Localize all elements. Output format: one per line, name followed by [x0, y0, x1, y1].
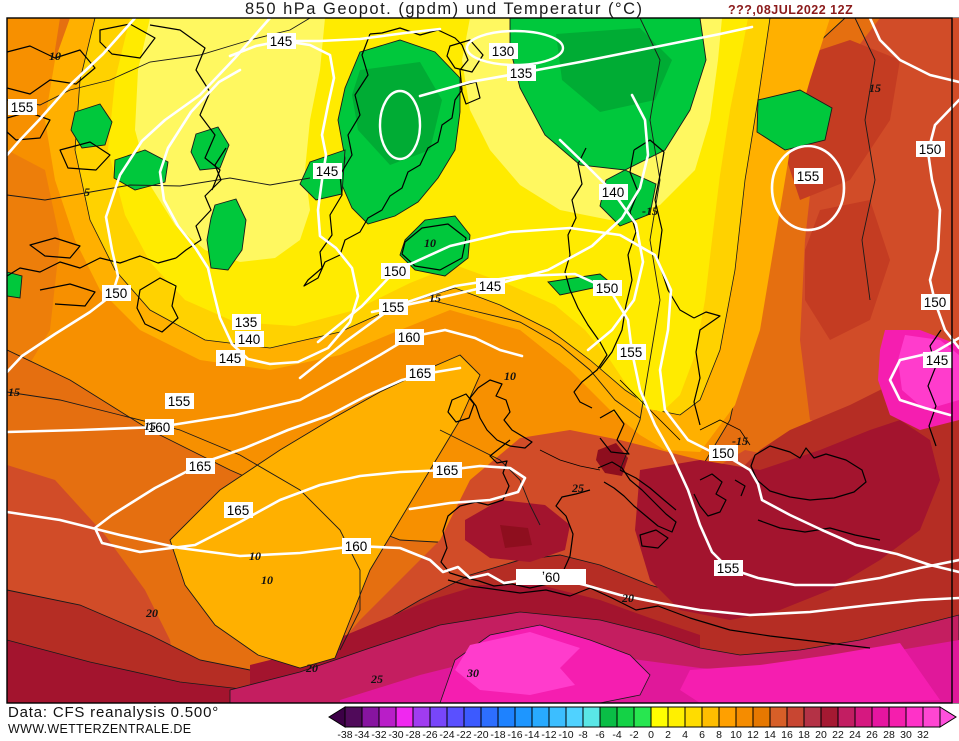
- svg-text:28: 28: [883, 729, 895, 741]
- svg-text:10: 10: [49, 49, 61, 63]
- svg-text:6: 6: [699, 729, 705, 741]
- svg-text:25: 25: [571, 481, 584, 495]
- svg-text:160: 160: [345, 539, 368, 554]
- svg-text:-24: -24: [439, 729, 454, 741]
- svg-text:30: 30: [900, 729, 912, 741]
- svg-text:-12: -12: [541, 729, 556, 741]
- svg-text:4: 4: [682, 729, 688, 741]
- svg-text:-16: -16: [507, 729, 522, 741]
- svg-text:145: 145: [219, 351, 242, 366]
- svg-text:-20: -20: [473, 729, 488, 741]
- svg-text:2: 2: [665, 729, 671, 741]
- svg-text:20: 20: [815, 729, 827, 741]
- svg-text:165: 165: [409, 366, 432, 381]
- svg-text:WWW.WETTERZENTRALE.DE: WWW.WETTERZENTRALE.DE: [8, 722, 191, 736]
- svg-text:22: 22: [832, 729, 844, 741]
- svg-text:-15: -15: [642, 204, 658, 218]
- svg-text:ʼ60: ʼ60: [542, 570, 560, 585]
- svg-text:???,08JUL2022 12Z: ???,08JUL2022 12Z: [728, 3, 853, 17]
- svg-text:145: 145: [270, 34, 293, 49]
- svg-text:150: 150: [105, 286, 128, 301]
- svg-text:850 hPa Geopot. (gpdm) und Tem: 850 hPa Geopot. (gpdm) und Temperatur (°…: [245, 0, 644, 18]
- svg-text:-14: -14: [524, 729, 539, 741]
- svg-text:155: 155: [382, 300, 405, 315]
- svg-text:26: 26: [866, 729, 878, 741]
- svg-text:10: 10: [730, 729, 742, 741]
- svg-text:15: 15: [8, 385, 20, 399]
- svg-text:130: 130: [492, 44, 515, 59]
- svg-text:-10: -10: [558, 729, 573, 741]
- svg-text:145: 145: [479, 279, 502, 294]
- svg-text:32: 32: [917, 729, 929, 741]
- svg-text:145: 145: [316, 164, 339, 179]
- svg-text:155: 155: [717, 561, 740, 576]
- svg-text:12: 12: [747, 729, 759, 741]
- svg-text:150: 150: [712, 446, 735, 461]
- svg-text:140: 140: [238, 332, 261, 347]
- svg-text:25: 25: [370, 672, 383, 686]
- svg-text:8: 8: [716, 729, 722, 741]
- svg-text:15: 15: [144, 419, 156, 433]
- svg-text:165: 165: [227, 503, 250, 518]
- svg-text:20: 20: [145, 606, 158, 620]
- svg-text:165: 165: [189, 459, 212, 474]
- svg-text:18: 18: [798, 729, 810, 741]
- svg-text:140: 140: [602, 185, 625, 200]
- svg-text:-32: -32: [371, 729, 386, 741]
- svg-text:0: 0: [648, 729, 654, 741]
- svg-text:10: 10: [504, 369, 516, 383]
- svg-text:150: 150: [919, 142, 942, 157]
- svg-text:155: 155: [11, 100, 34, 115]
- svg-text:150: 150: [924, 295, 947, 310]
- svg-text:-28: -28: [405, 729, 420, 741]
- svg-text:20: 20: [305, 661, 318, 675]
- svg-text:-4: -4: [612, 729, 621, 741]
- svg-text:150: 150: [596, 281, 619, 296]
- svg-text:135: 135: [510, 66, 533, 81]
- svg-text:135: 135: [235, 315, 258, 330]
- svg-text:10: 10: [249, 549, 261, 563]
- svg-text:155: 155: [168, 394, 191, 409]
- svg-text:-2: -2: [629, 729, 638, 741]
- svg-text:20: 20: [621, 591, 634, 605]
- svg-text:24: 24: [849, 729, 861, 741]
- svg-text:15: 15: [869, 81, 881, 95]
- svg-text:-8: -8: [578, 729, 587, 741]
- svg-text:150: 150: [384, 264, 407, 279]
- svg-text:10: 10: [261, 573, 273, 587]
- svg-text:10: 10: [424, 236, 436, 250]
- svg-text:16: 16: [781, 729, 793, 741]
- svg-text:Data: CFS reanalysis 0.500°: Data: CFS reanalysis 0.500°: [8, 704, 219, 721]
- svg-text:160: 160: [148, 420, 171, 435]
- svg-text:-22: -22: [456, 729, 471, 741]
- svg-text:-38: -38: [337, 729, 352, 741]
- svg-text:15: 15: [429, 291, 441, 305]
- svg-text:-26: -26: [422, 729, 437, 741]
- svg-text:5: 5: [84, 185, 90, 199]
- svg-text:160: 160: [398, 330, 421, 345]
- svg-text:145: 145: [926, 353, 949, 368]
- svg-text:-30: -30: [388, 729, 403, 741]
- svg-text:-18: -18: [490, 729, 505, 741]
- svg-text:155: 155: [620, 345, 643, 360]
- svg-text:-6: -6: [595, 729, 604, 741]
- svg-text:155: 155: [797, 169, 820, 184]
- svg-text:-15: -15: [732, 434, 748, 448]
- svg-text:30: 30: [466, 666, 479, 680]
- svg-text:14: 14: [764, 729, 776, 741]
- svg-text:165: 165: [436, 463, 459, 478]
- svg-text:-34: -34: [354, 729, 369, 741]
